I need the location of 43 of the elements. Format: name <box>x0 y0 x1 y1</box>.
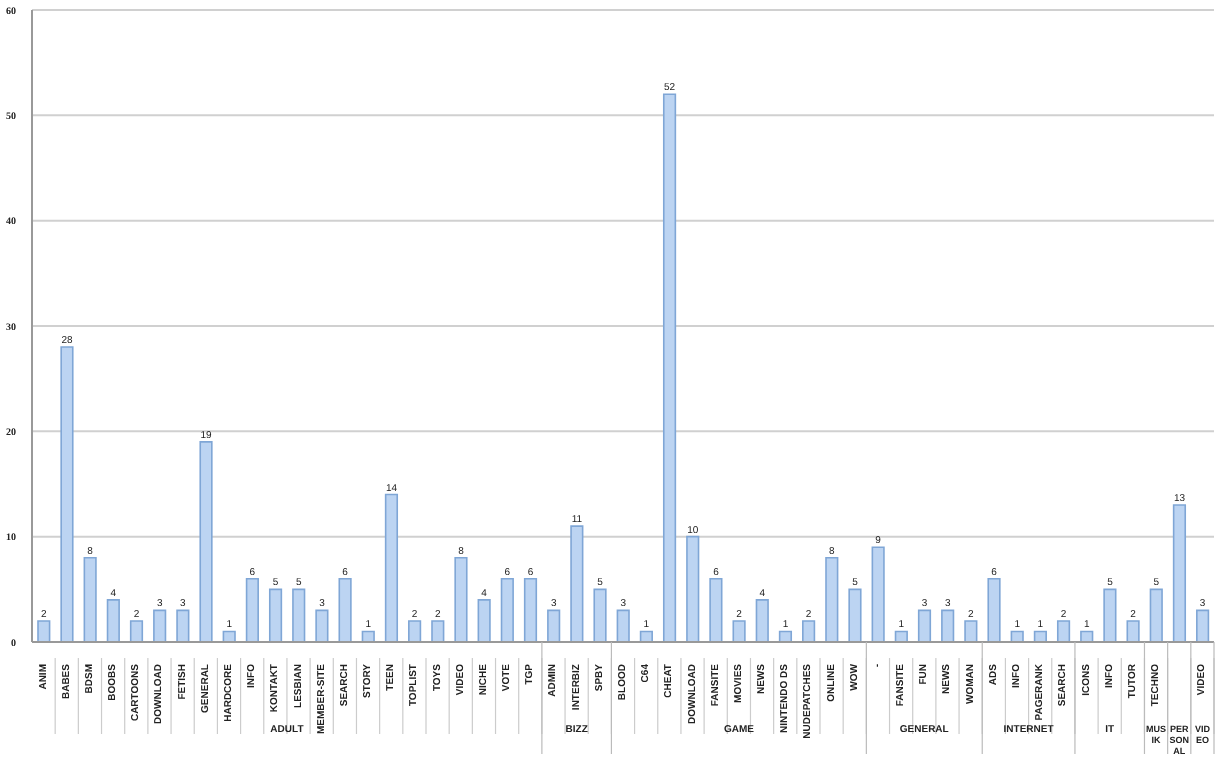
bar <box>245 578 259 642</box>
bar <box>1196 609 1210 642</box>
bar <box>732 620 746 642</box>
bar <box>1056 620 1071 642</box>
bar <box>292 588 306 642</box>
bar <box>570 525 584 642</box>
bar <box>686 535 700 642</box>
bar <box>1172 504 1187 642</box>
bar <box>662 93 677 642</box>
bar <box>37 620 51 642</box>
bar <box>964 620 978 642</box>
bar <box>1126 620 1140 642</box>
bar <box>83 556 97 642</box>
bar <box>268 588 283 642</box>
bar <box>871 546 885 642</box>
bar <box>1103 588 1117 642</box>
bar <box>106 599 120 642</box>
bar <box>60 346 74 642</box>
bar <box>477 599 491 642</box>
bar <box>825 556 839 642</box>
bar <box>176 609 190 642</box>
bar <box>755 599 769 642</box>
bar <box>1149 588 1163 642</box>
bar <box>153 609 167 642</box>
bar <box>709 578 723 642</box>
bar <box>941 609 955 642</box>
bar <box>987 578 1001 642</box>
bar <box>315 609 329 642</box>
bar <box>384 493 399 642</box>
bar <box>408 620 422 642</box>
bar <box>199 441 213 642</box>
bar <box>547 609 561 642</box>
bar <box>454 556 468 642</box>
bar <box>802 620 816 642</box>
bar <box>431 620 445 642</box>
bar <box>523 578 538 642</box>
bar <box>129 620 144 642</box>
bar <box>593 588 607 642</box>
bar <box>616 609 630 642</box>
bar <box>338 578 352 642</box>
bar <box>848 588 862 642</box>
bar <box>500 578 514 642</box>
bar <box>917 609 932 642</box>
